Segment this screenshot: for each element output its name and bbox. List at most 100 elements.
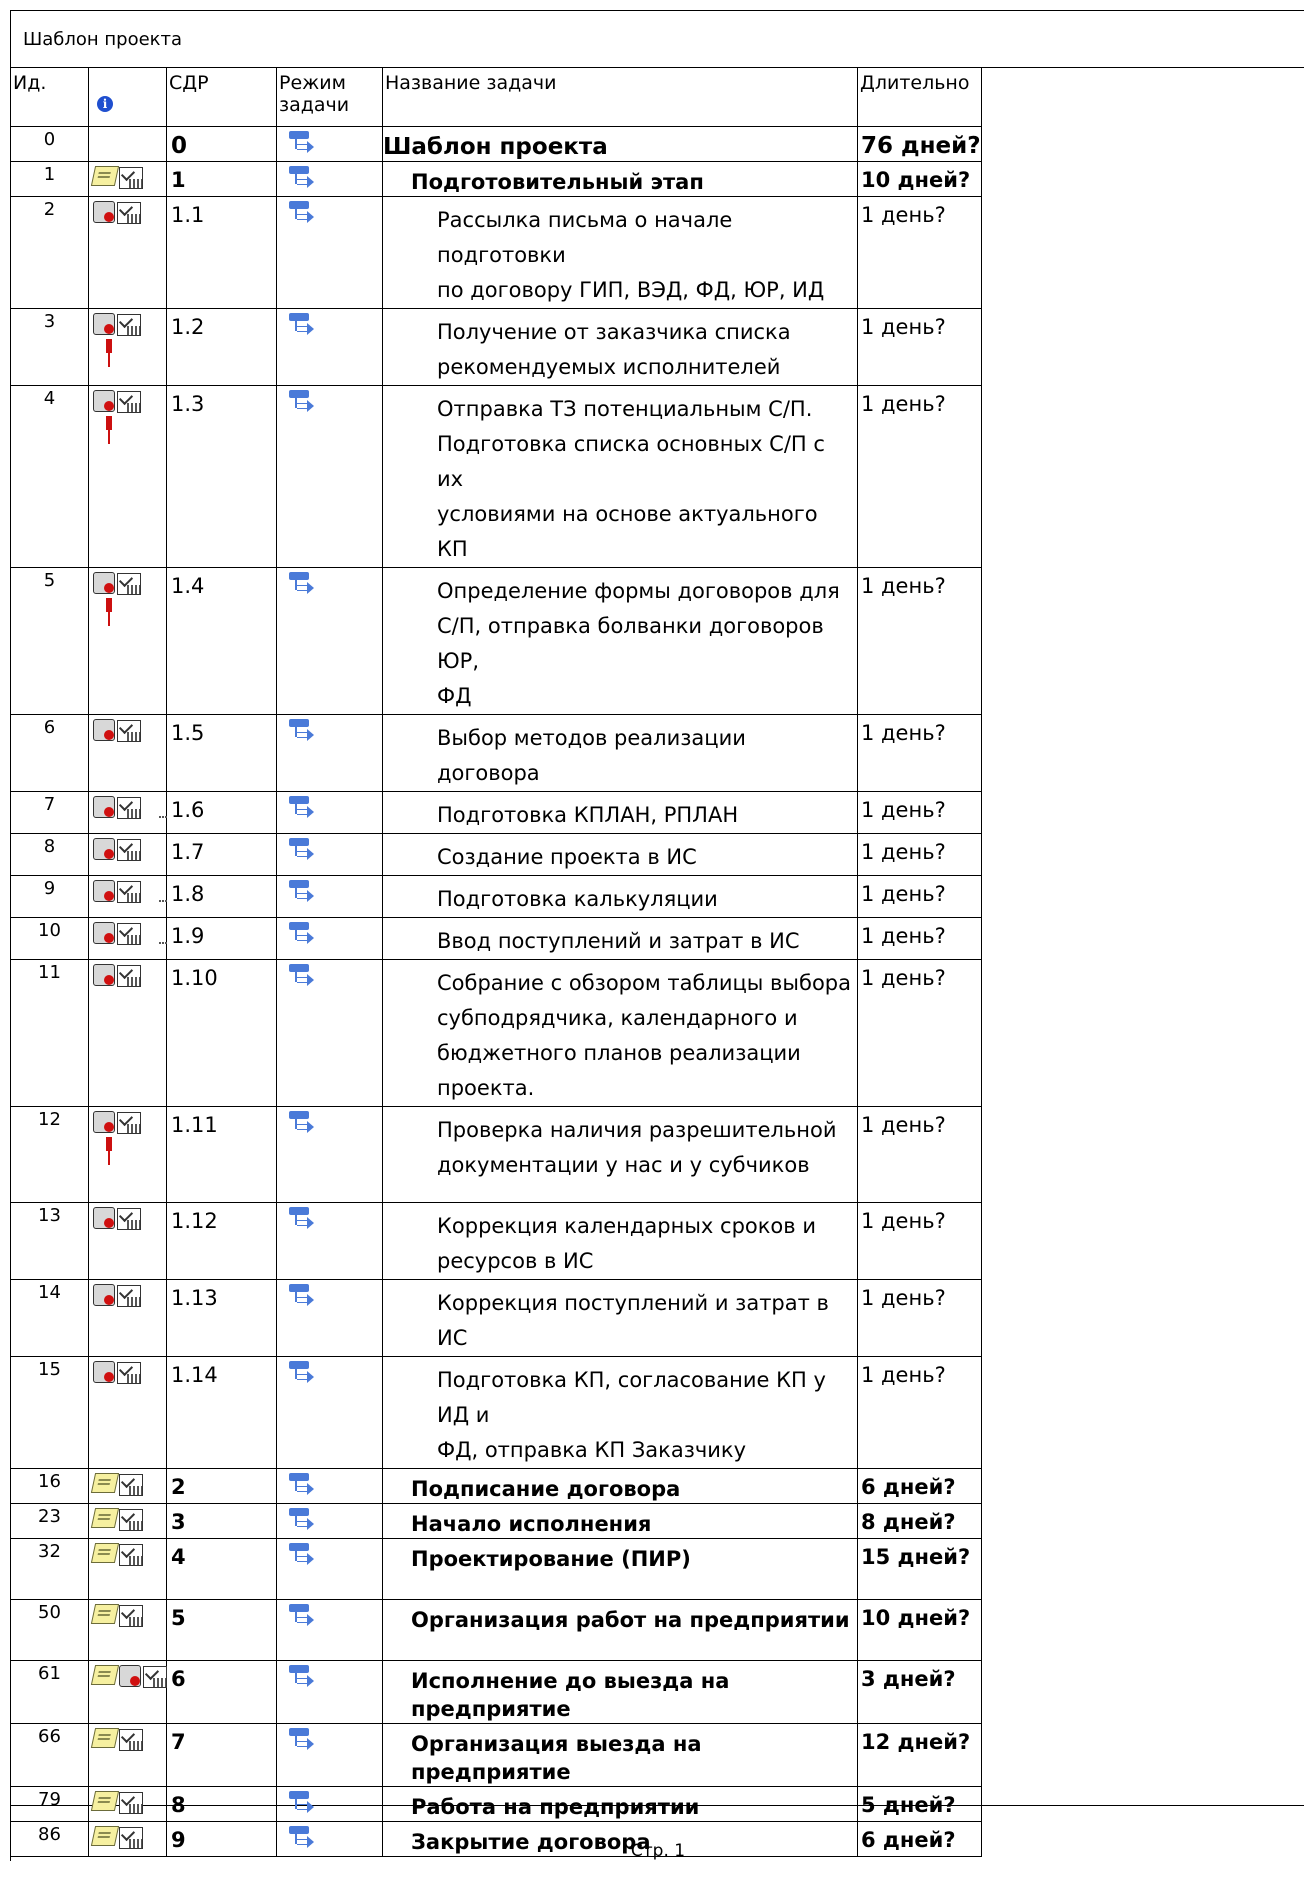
wbs-cell[interactable]: 7 xyxy=(166,1723,277,1787)
task-name-cell[interactable]: Получение от заказчика списка рекомендуем… xyxy=(382,308,858,386)
task-name-cell[interactable]: Организация выезда на предприятие xyxy=(382,1723,858,1787)
task-id-cell[interactable]: 66 xyxy=(10,1723,89,1787)
task-name-cell[interactable]: Исполнение до выезда на предприятие xyxy=(382,1660,858,1724)
table-row[interactable]: 61 6 Исполнение до выезда на предприятие 3 … xyxy=(10,1660,982,1724)
task-mode-cell[interactable] xyxy=(276,1202,383,1280)
wbs-cell[interactable]: 1.4 xyxy=(166,567,277,715)
task-id-cell[interactable]: 11 xyxy=(10,959,89,1107)
duration-cell[interactable]: 1 день? xyxy=(857,1202,982,1280)
task-id-cell[interactable]: 0 xyxy=(10,126,89,162)
task-id-cell[interactable]: 1 xyxy=(10,161,89,197)
wbs-cell[interactable]: 6 xyxy=(166,1660,277,1724)
table-row[interactable]: 12 1.11 Проверка наличия разрешительной док… xyxy=(10,1106,982,1203)
task-mode-cell[interactable] xyxy=(276,917,383,960)
task-id-cell[interactable]: 13 xyxy=(10,1202,89,1280)
task-name-cell[interactable]: Подготовительный этап xyxy=(382,161,858,197)
duration-cell[interactable]: 12 дней? xyxy=(857,1723,982,1787)
table-row[interactable]: 23 3 Начало исполнения 8 дней? xyxy=(10,1503,982,1539)
table-row[interactable]: 14 1.13 Коррекция поступлений и затрат в И… xyxy=(10,1279,982,1357)
task-id-cell[interactable]: 3 xyxy=(10,308,89,386)
table-row[interactable]: 5 1.4 Определение формы договоров для С/П, … xyxy=(10,567,982,715)
column-header-indicators[interactable]: i xyxy=(88,67,167,127)
duration-cell[interactable]: 1 день? xyxy=(857,875,982,918)
duration-cell[interactable]: 1 день? xyxy=(857,1356,982,1469)
task-mode-cell[interactable] xyxy=(276,196,383,309)
task-mode-cell[interactable] xyxy=(276,161,383,197)
task-name-cell[interactable]: Проверка наличия разрешительной документа… xyxy=(382,1106,858,1203)
task-name-cell[interactable]: Коррекция календарных сроков и ресурсов в… xyxy=(382,1202,858,1280)
task-mode-cell[interactable] xyxy=(276,1468,383,1504)
column-header-wbs[interactable]: СДР xyxy=(166,67,277,127)
task-id-cell[interactable]: 15 xyxy=(10,1356,89,1469)
wbs-cell[interactable]: 1.5 xyxy=(166,714,277,792)
wbs-cell[interactable]: 1.12 xyxy=(166,1202,277,1280)
duration-cell[interactable]: 8 дней? xyxy=(857,1503,982,1539)
duration-cell[interactable]: 1 день? xyxy=(857,791,982,834)
wbs-cell[interactable]: 2 xyxy=(166,1468,277,1504)
duration-cell[interactable]: 15 дней? xyxy=(857,1538,982,1600)
wbs-cell[interactable]: 1.13 xyxy=(166,1279,277,1357)
duration-cell[interactable]: 10 дней? xyxy=(857,161,982,197)
wbs-cell[interactable]: 4 xyxy=(166,1538,277,1600)
table-row[interactable]: 10 1.9 Ввод поступлений и затрат в ИС 1 ден… xyxy=(10,917,982,960)
task-id-cell[interactable]: 5 xyxy=(10,567,89,715)
task-id-cell[interactable]: 23 xyxy=(10,1503,89,1539)
task-mode-cell[interactable] xyxy=(276,1821,383,1857)
duration-cell[interactable]: 1 день? xyxy=(857,959,982,1107)
wbs-cell[interactable]: 9 xyxy=(166,1821,277,1857)
wbs-cell[interactable]: 3 xyxy=(166,1503,277,1539)
table-row[interactable]: 50 5 Организация работ на предприятии 10 дн… xyxy=(10,1599,982,1661)
duration-cell[interactable]: 1 день? xyxy=(857,714,982,792)
table-row[interactable]: 1 1 Подготовительный этап 10 дней? xyxy=(10,161,982,197)
task-id-cell[interactable]: 50 xyxy=(10,1599,89,1661)
table-row[interactable]: 0 0 Шаблон проекта 76 дней? xyxy=(10,126,982,162)
task-name-cell[interactable]: Рассылка письма о начале подготовки по до… xyxy=(382,196,858,309)
wbs-cell[interactable]: 1.9 xyxy=(166,917,277,960)
task-id-cell[interactable]: 10 xyxy=(10,917,89,960)
table-row[interactable]: 7 1.6 Подготовка КПЛАН, РПЛАН 1 день? xyxy=(10,791,982,834)
task-id-cell[interactable]: 9 xyxy=(10,875,89,918)
task-mode-cell[interactable] xyxy=(276,791,383,834)
duration-cell[interactable]: 3 дней? xyxy=(857,1660,982,1724)
task-id-cell[interactable]: 6 xyxy=(10,714,89,792)
duration-cell[interactable]: 1 день? xyxy=(857,917,982,960)
table-row[interactable]: 86 9 Закрытие договора 6 дней? xyxy=(10,1821,982,1857)
duration-cell[interactable]: 5 дней? xyxy=(857,1786,982,1822)
duration-cell[interactable]: 1 день? xyxy=(857,308,982,386)
task-name-cell[interactable]: Отправка ТЗ потенциальным С/П. Подготовка… xyxy=(382,385,858,568)
task-id-cell[interactable]: 79 xyxy=(10,1786,89,1822)
table-row[interactable]: 8 1.7 Создание проекта в ИС 1 день? xyxy=(10,833,982,876)
wbs-cell[interactable]: 5 xyxy=(166,1599,277,1661)
table-row[interactable]: 66 7 Организация выезда на предприятие 12 д… xyxy=(10,1723,982,1787)
task-name-cell[interactable]: Подписание договора xyxy=(382,1468,858,1504)
table-row[interactable]: 4 1.3 Отправка ТЗ потенциальным С/П. Подгот… xyxy=(10,385,982,568)
task-id-cell[interactable]: 14 xyxy=(10,1279,89,1357)
wbs-cell[interactable]: 1.10 xyxy=(166,959,277,1107)
task-mode-cell[interactable] xyxy=(276,1356,383,1469)
duration-cell[interactable]: 76 дней? xyxy=(857,126,982,162)
task-name-cell[interactable]: Подготовка КПЛАН, РПЛАН xyxy=(382,791,858,834)
task-mode-cell[interactable] xyxy=(276,1279,383,1357)
duration-cell[interactable]: 1 день? xyxy=(857,833,982,876)
task-mode-cell[interactable] xyxy=(276,1538,383,1600)
task-mode-cell[interactable] xyxy=(276,833,383,876)
wbs-cell[interactable]: 0 xyxy=(166,126,277,162)
duration-cell[interactable]: 1 день? xyxy=(857,1106,982,1203)
duration-cell[interactable]: 1 день? xyxy=(857,196,982,309)
wbs-cell[interactable]: 1.2 xyxy=(166,308,277,386)
task-name-cell[interactable]: Собрание с обзором таблицы выбора субподр… xyxy=(382,959,858,1107)
wbs-cell[interactable]: 1 xyxy=(166,161,277,197)
task-mode-cell[interactable] xyxy=(276,567,383,715)
task-mode-cell[interactable] xyxy=(276,714,383,792)
duration-cell[interactable]: 6 дней? xyxy=(857,1821,982,1857)
wbs-cell[interactable]: 1.7 xyxy=(166,833,277,876)
wbs-cell[interactable]: 1.14 xyxy=(166,1356,277,1469)
task-id-cell[interactable]: 8 xyxy=(10,833,89,876)
task-mode-cell[interactable] xyxy=(276,875,383,918)
duration-cell[interactable]: 1 день? xyxy=(857,1279,982,1357)
task-mode-cell[interactable] xyxy=(276,1786,383,1822)
table-row[interactable]: 11 1.10 Собрание с обзором таблицы выбора с… xyxy=(10,959,982,1107)
duration-cell[interactable]: 10 дней? xyxy=(857,1599,982,1661)
task-name-cell[interactable]: Работа на предприятии xyxy=(382,1786,858,1822)
task-id-cell[interactable]: 12 xyxy=(10,1106,89,1203)
